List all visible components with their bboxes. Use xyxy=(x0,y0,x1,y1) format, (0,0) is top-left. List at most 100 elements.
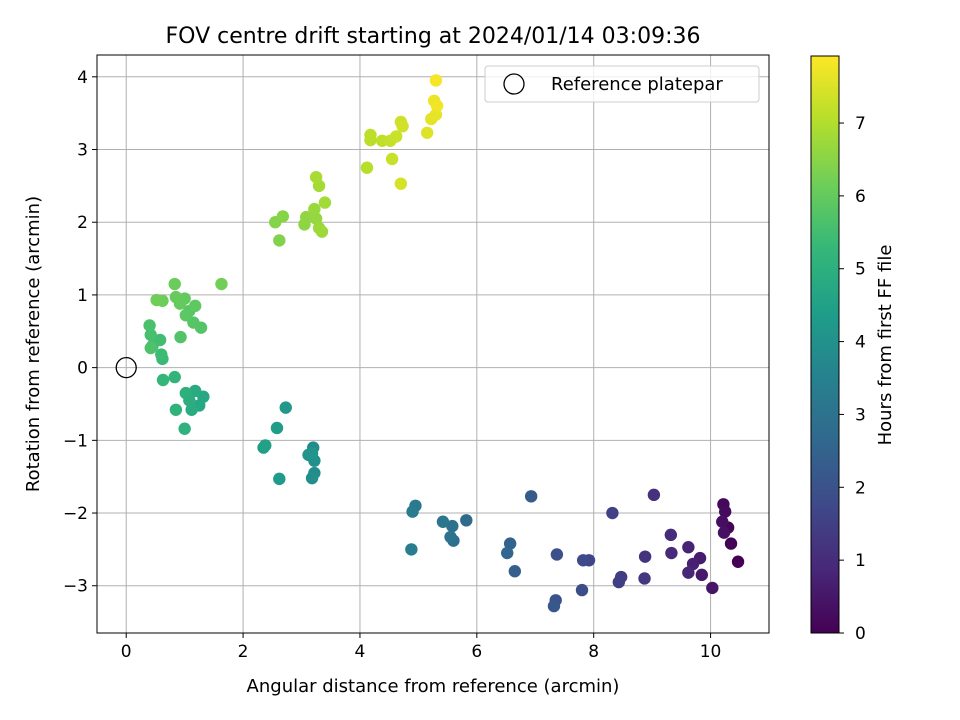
scatter-point xyxy=(508,565,522,578)
y-tick-label: 1 xyxy=(77,286,88,306)
scatter-point xyxy=(179,309,193,322)
scatter-point xyxy=(724,537,738,550)
colorbar-tick-label: 6 xyxy=(855,187,866,207)
scatter-point xyxy=(169,290,183,304)
scatter-point xyxy=(638,572,651,585)
scatter-point xyxy=(279,401,292,414)
scatter-point xyxy=(259,439,272,452)
y-tick-label: 3 xyxy=(77,141,88,161)
scatter-point xyxy=(446,519,459,533)
colorbar-tick-label: 2 xyxy=(855,478,866,498)
scatter-point xyxy=(444,530,457,544)
scatter-point xyxy=(174,330,187,344)
scatter-point xyxy=(156,373,170,387)
plot-frame xyxy=(96,54,770,634)
colorbar-frame xyxy=(810,55,840,634)
scatter-point xyxy=(436,515,450,528)
scatter-point xyxy=(718,505,732,518)
chart-title: FOV centre drift starting at 2024/01/14 … xyxy=(166,24,701,49)
colorbar-tick-label: 4 xyxy=(855,333,866,353)
y-tick-label: 4 xyxy=(77,68,88,88)
scatter-point xyxy=(716,515,729,528)
scatter-point xyxy=(612,575,626,589)
scatter-point xyxy=(396,120,409,133)
x-tick-label: 8 xyxy=(588,642,599,662)
grid-lines xyxy=(97,55,769,633)
scatter-point xyxy=(188,299,202,313)
scatter-point xyxy=(305,471,319,485)
scatter-point xyxy=(155,348,168,361)
scatter-point xyxy=(665,546,678,560)
scatter-point xyxy=(405,543,418,556)
legend-box xyxy=(484,65,760,103)
y-axis-label: Rotation from reference (arcmin) xyxy=(23,196,44,492)
colorbar-tick-label: 5 xyxy=(855,260,866,280)
scatter-point xyxy=(308,202,321,216)
legend-entry-reference: Reference platepar xyxy=(551,74,723,95)
x-axis-label: Angular distance from reference (arcmin) xyxy=(247,676,620,697)
scatter-point xyxy=(273,472,286,486)
scatter-point xyxy=(389,130,403,143)
colorbar: 0 1 2 3 4 5 6 7 Hours from first FF file xyxy=(810,55,896,644)
data-points xyxy=(143,74,745,613)
scatter-point xyxy=(503,537,517,550)
scatter-point xyxy=(360,161,374,174)
scatter-point xyxy=(717,526,731,539)
scatter-point xyxy=(144,328,157,342)
scatter-point xyxy=(576,554,590,567)
x-tick-label: 6 xyxy=(471,642,482,662)
scatter-point xyxy=(318,196,332,209)
scatter-point xyxy=(524,490,538,503)
scatter-point xyxy=(550,548,564,561)
y-tick-label: −2 xyxy=(63,504,88,524)
scatter-point xyxy=(315,225,329,238)
scatter-point xyxy=(420,126,434,139)
scatter-point xyxy=(150,293,163,307)
colorbar-tick-label: 0 xyxy=(855,624,866,644)
scatter-point xyxy=(169,403,183,416)
scatter-point xyxy=(364,128,377,142)
scatter-point xyxy=(664,528,678,542)
colorbar-tick-label: 7 xyxy=(855,114,866,134)
y-tick-label: −3 xyxy=(63,577,88,597)
reference-marker-layer xyxy=(115,356,137,379)
scatter-point xyxy=(501,546,514,560)
y-tick-label: 2 xyxy=(77,213,88,233)
scatter-point xyxy=(168,277,181,291)
scatter-point xyxy=(606,506,619,520)
scatter-point xyxy=(682,541,695,554)
scatter-point xyxy=(168,370,181,384)
scatter-point xyxy=(309,170,323,184)
scatter-point xyxy=(706,581,719,595)
legend: Reference platepar xyxy=(484,65,760,103)
y-tick-label: −1 xyxy=(63,431,88,451)
scatter-point xyxy=(406,505,419,518)
scatter-point xyxy=(731,555,745,568)
scatter-point xyxy=(144,341,157,355)
legend-marker-icon xyxy=(503,73,525,95)
scatter-point xyxy=(276,210,290,223)
x-tick-label: 10 xyxy=(700,642,722,662)
scatter-point xyxy=(695,568,708,582)
colorbar-gradient xyxy=(811,56,839,633)
scatter-point xyxy=(429,74,443,87)
scatter-point xyxy=(273,234,286,247)
scatter-point xyxy=(305,447,319,460)
scatter-point xyxy=(385,152,399,166)
scatter-point xyxy=(682,566,695,579)
colorbar-tick-label: 3 xyxy=(855,405,866,425)
x-tick-label: 0 xyxy=(121,642,132,662)
scatter-point xyxy=(430,99,444,113)
scatter-point xyxy=(179,386,193,400)
x-tick-label: 4 xyxy=(355,642,366,662)
scatter-point xyxy=(143,319,156,332)
scatter-point xyxy=(185,403,198,416)
scatter-point xyxy=(647,488,661,502)
reference-platepar-marker xyxy=(115,356,137,379)
x-axis-ticks: 0 2 4 6 8 10 xyxy=(121,633,722,662)
scatter-point xyxy=(270,421,284,435)
scatter-point xyxy=(547,599,561,613)
x-tick-label: 2 xyxy=(238,642,249,662)
